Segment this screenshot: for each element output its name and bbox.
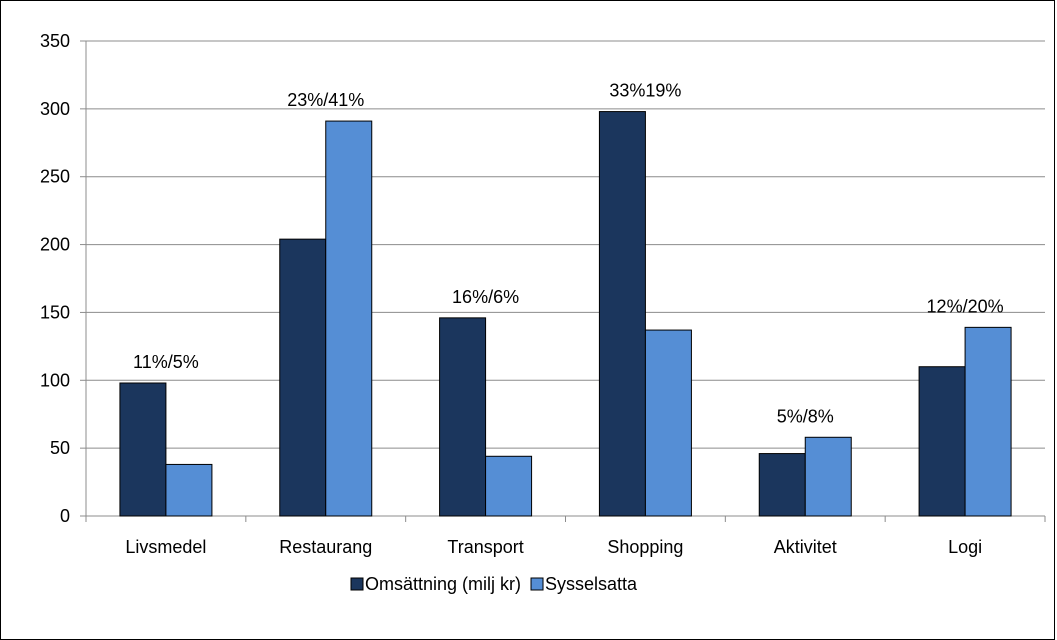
legend-swatch-omsattning [350,577,364,591]
x-tick-label: Restaurang [279,537,372,557]
legend-label: Omsättning (milj kr) [365,574,521,594]
y-tick-label: 300 [40,99,70,119]
bar-omsattning-shopping [598,111,646,517]
bar-sysselsatta-logi [964,326,1012,517]
data-label: 33%19% [609,81,681,101]
data-label: 5%/8% [777,406,834,426]
bar-sysselsatta-transport [485,455,533,517]
bar-sysselsatta-aktivitet [804,436,852,517]
bar-chart: 0 50 100 150 200 250 300 350 Livsmedel 11%/5% Rest… [40,31,1046,594]
bar-omsattning-transport [439,317,487,517]
legend-label: Sysselsatta [545,574,638,594]
data-label: 16%/6% [452,287,519,307]
bar-omsattning-aktivitet [758,453,806,517]
bar-sysselsatta-livsmedel [165,463,213,517]
bar-sysselsatta-shopping [644,329,692,517]
legend-swatch-sysselsatta [530,577,544,591]
bar-omsattning-livsmedel [119,382,167,517]
bar-omsattning-restaurang [279,238,327,517]
x-tick-label: Transport [447,537,523,557]
data-label: 11%/5% [133,352,199,372]
x-tick-label: Shopping [607,537,683,557]
bar-sysselsatta-restaurang [325,120,373,517]
x-tick-label: Logi [948,537,982,557]
y-tick-label: 150 [40,302,70,322]
bar-omsattning-logi [918,366,966,517]
y-tick-label: 200 [40,235,70,255]
y-tick-label: 50 [50,438,70,458]
y-tick-label: 100 [40,370,70,390]
x-tick-label: Livsmedel [125,537,206,557]
data-label: 23%/41% [287,90,364,110]
y-tick-label: 0 [60,506,70,526]
y-tick-label: 250 [40,167,70,187]
y-tick-label: 350 [40,31,70,51]
x-tick-label: Aktivitet [774,537,837,557]
data-label: 12%/20% [927,296,1004,316]
